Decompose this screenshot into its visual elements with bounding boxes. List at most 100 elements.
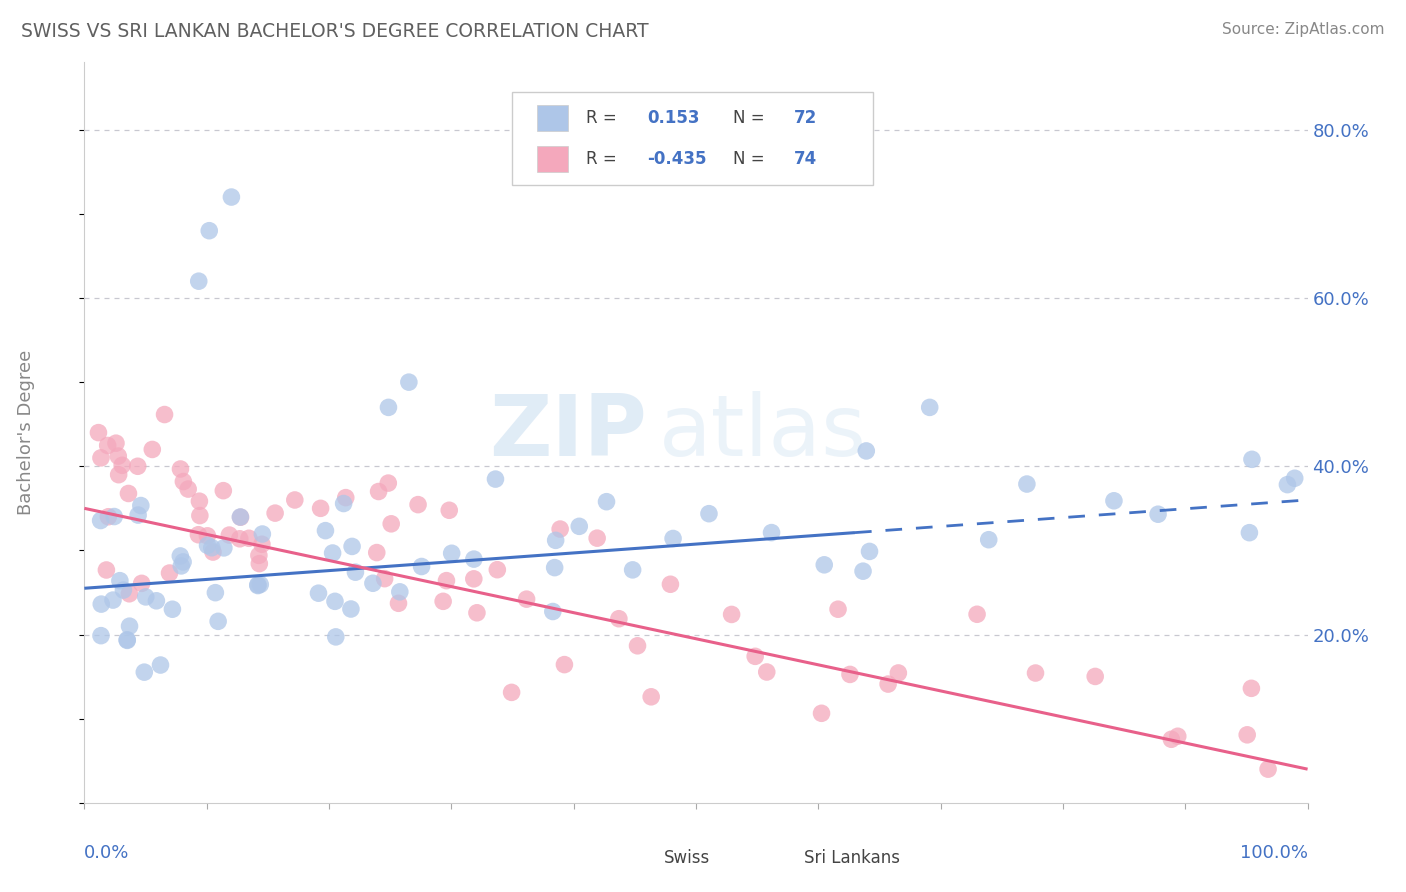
Point (1015, 477, 1038, 491)
Point (198, 224, 221, 238)
Point (839, 667, 862, 681)
Point (111, 458, 134, 473)
Point (586, 531, 609, 545)
Point (621, 563, 644, 577)
Text: 100.0%: 100.0% (1240, 844, 1308, 862)
Point (595, 494, 617, 508)
Point (377, 401, 399, 415)
Point (440, 546, 463, 560)
Text: Sri Lankans: Sri Lankans (804, 849, 900, 867)
Point (284, 493, 307, 508)
Point (127, 459, 149, 474)
Point (187, 527, 209, 541)
Point (1240, 681, 1263, 696)
Point (107, 467, 129, 482)
Point (1240, 452, 1263, 467)
Point (145, 594, 167, 608)
Point (366, 545, 388, 559)
Point (553, 657, 575, 672)
Point (436, 574, 458, 588)
Point (135, 590, 157, 604)
Bar (537, 145, 568, 171)
Point (810, 706, 832, 721)
Point (463, 552, 485, 566)
Point (398, 375, 420, 389)
Point (640, 690, 662, 704)
Point (501, 685, 523, 699)
Point (117, 486, 139, 500)
Text: Bachelor's Degree: Bachelor's Degree (17, 350, 35, 516)
Point (246, 578, 269, 592)
Point (1160, 732, 1182, 747)
Point (247, 557, 270, 571)
Bar (758, 847, 792, 870)
Text: Source: ZipAtlas.com: Source: ZipAtlas.com (1222, 22, 1385, 37)
Text: SWISS VS SRI LANKAN BACHELOR'S DEGREE CORRELATION CHART: SWISS VS SRI LANKAN BACHELOR'S DEGREE CO… (21, 22, 648, 41)
Point (308, 586, 330, 600)
Point (172, 475, 194, 489)
Point (1277, 477, 1299, 491)
Point (172, 555, 194, 569)
Point (97, 438, 120, 452)
Point (169, 549, 191, 563)
Point (541, 605, 564, 619)
Point (177, 482, 200, 496)
Point (544, 533, 567, 548)
Point (977, 533, 1000, 547)
Point (127, 508, 149, 522)
Point (1024, 666, 1046, 681)
Point (380, 516, 402, 531)
Point (335, 491, 357, 505)
Point (568, 519, 591, 533)
Text: N =: N = (733, 109, 765, 127)
Point (484, 472, 506, 486)
Text: Swiss: Swiss (664, 849, 710, 867)
Point (153, 408, 176, 422)
Point (367, 484, 389, 499)
Point (118, 619, 141, 633)
Point (221, 190, 243, 204)
Text: -0.435: -0.435 (647, 150, 707, 168)
Point (115, 633, 138, 648)
Point (697, 507, 720, 521)
Point (463, 572, 485, 586)
Point (229, 510, 252, 524)
Point (332, 496, 354, 510)
Text: R =: R = (586, 150, 617, 168)
Point (134, 665, 156, 680)
Text: 0.153: 0.153 (647, 109, 700, 127)
Point (744, 649, 766, 664)
Point (406, 498, 429, 512)
Point (229, 532, 252, 546)
Point (755, 665, 778, 679)
Bar (616, 847, 651, 870)
FancyBboxPatch shape (513, 92, 873, 185)
Point (129, 499, 152, 513)
Point (238, 531, 260, 545)
Point (1102, 493, 1125, 508)
Point (432, 594, 454, 608)
Point (548, 522, 571, 536)
Point (1084, 669, 1107, 683)
Point (388, 584, 411, 599)
Point (918, 401, 941, 415)
Point (887, 665, 910, 680)
Point (344, 565, 367, 579)
Point (877, 677, 900, 691)
Point (104, 436, 127, 450)
Point (169, 462, 191, 476)
Point (1147, 507, 1170, 521)
Point (662, 532, 685, 546)
Point (465, 606, 488, 620)
Point (626, 639, 648, 653)
Text: 72: 72 (794, 109, 817, 127)
Point (212, 483, 235, 498)
Point (112, 582, 135, 597)
Point (90, 450, 112, 465)
Point (204, 585, 226, 599)
Text: 0.0%: 0.0% (84, 844, 129, 862)
Point (1257, 762, 1279, 776)
Point (411, 559, 433, 574)
Point (197, 529, 219, 543)
Point (212, 541, 235, 555)
